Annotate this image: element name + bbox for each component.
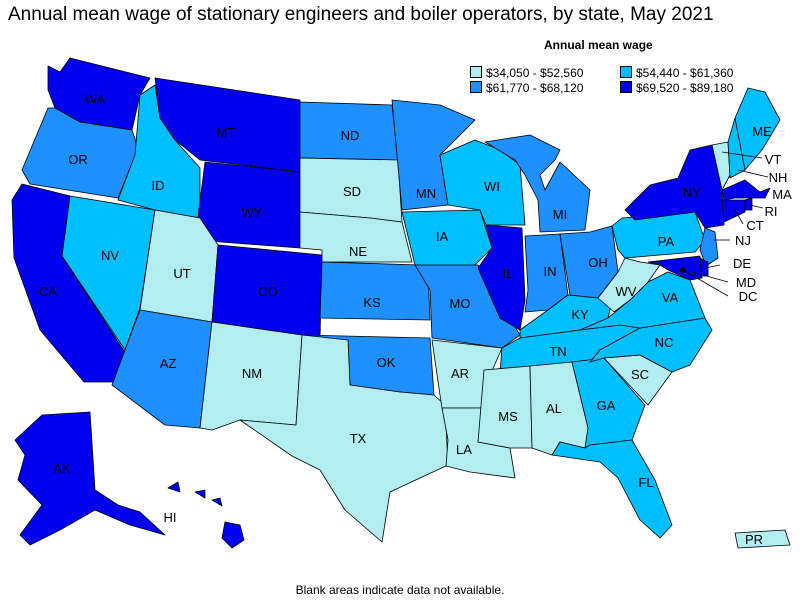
label-NC: NC (655, 335, 674, 350)
label-AR: AR (451, 366, 469, 381)
state-CT[interactable] (721, 199, 746, 223)
state-AK[interactable] (14, 411, 166, 546)
label-NY: NY (683, 185, 701, 200)
label-MN: MN (416, 186, 436, 201)
leader-NH (737, 169, 769, 178)
state-IL[interactable] (477, 224, 526, 331)
state-KS[interactable] (319, 261, 431, 321)
label-WV: WV (616, 284, 637, 299)
label-VT: VT (765, 152, 782, 167)
label-ME: ME (752, 124, 772, 139)
label-MS: MS (498, 409, 518, 424)
state-MD[interactable] (647, 255, 703, 281)
state-NJ[interactable] (699, 227, 719, 267)
label-AZ: AZ (160, 356, 177, 371)
label-KS: KS (363, 295, 381, 310)
legend-item-bin3: $61,770 - $68,120 (470, 81, 583, 95)
label-IL: IL (503, 266, 514, 281)
legend-title: Annual mean wage (544, 38, 653, 52)
label-DC: DC (739, 289, 758, 304)
label-TN: TN (549, 344, 566, 359)
state-VA[interactable] (579, 271, 706, 331)
state-MT[interactable] (154, 77, 301, 173)
legend-item-bin1: $34,050 - $52,560 (470, 66, 583, 80)
state-MI[interactable] (484, 134, 591, 233)
label-CT: CT (746, 218, 763, 233)
label-RI: RI (765, 204, 778, 219)
label-MD: MD (736, 275, 756, 290)
legend-label-bin3: $61,770 - $68,120 (486, 81, 584, 95)
label-ND: ND (341, 128, 360, 143)
leader-DE (704, 264, 721, 269)
state-IA[interactable] (401, 209, 493, 269)
leader-MD (691, 271, 729, 283)
label-MO: MO (450, 296, 471, 311)
label-PR: PR (745, 532, 763, 547)
label-OR: OR (68, 152, 88, 167)
state-FL[interactable] (551, 439, 673, 539)
label-OH: OH (588, 255, 608, 270)
label-NJ: NJ (735, 233, 751, 248)
leader-CT (734, 209, 744, 225)
leader-VT (721, 151, 763, 159)
label-WI: WI (484, 179, 500, 194)
state-ME[interactable] (734, 87, 781, 171)
label-KY: KY (571, 307, 589, 322)
label-IN: IN (544, 264, 557, 279)
legend-item-bin2: $54,440 - $61,360 (620, 66, 733, 80)
state-RI[interactable] (744, 197, 753, 211)
label-CO: CO (258, 284, 278, 299)
state-ID[interactable] (117, 84, 201, 219)
state-labels: WA OR CA NV ID MT WY UT CO AZ NM ND SD N… (39, 92, 792, 547)
label-TX: TX (350, 431, 367, 446)
state-NE[interactable] (299, 211, 413, 263)
label-SC: SC (631, 367, 649, 382)
state-NC[interactable] (589, 317, 713, 373)
state-MS[interactable] (477, 365, 533, 449)
state-MA[interactable] (721, 179, 771, 201)
label-FL: FL (638, 475, 653, 490)
label-NH: NH (769, 170, 788, 185)
state-PR[interactable] (734, 529, 791, 549)
label-LA: LA (456, 442, 472, 457)
legend-item-bin4: $69,520 - $89,180 (620, 81, 733, 95)
label-ID: ID (152, 178, 165, 193)
leader-DC (682, 269, 729, 297)
label-PA: PA (658, 234, 675, 249)
map-title: Annual mean wage of stationary engineers… (8, 4, 714, 25)
label-DE: DE (733, 256, 751, 271)
label-AL: AL (546, 401, 562, 416)
legend-swatch-bin1 (470, 66, 482, 78)
legend-swatch-bin4 (620, 81, 632, 93)
label-NV: NV (101, 248, 119, 263)
label-VA: VA (662, 290, 679, 305)
leader-RI (749, 204, 764, 209)
label-AK: AK (53, 461, 71, 476)
legend-swatch-bin2 (620, 66, 632, 78)
label-WA: WA (85, 92, 106, 107)
label-GA: GA (597, 398, 616, 413)
label-MI: MI (553, 207, 567, 222)
label-HI: HI (164, 510, 177, 525)
legend-swatch-bin3 (470, 81, 482, 93)
label-OK: OK (377, 355, 396, 370)
label-NM: NM (242, 366, 262, 381)
state-WI[interactable] (439, 139, 526, 226)
state-WA[interactable] (47, 57, 151, 131)
label-CA: CA (39, 284, 57, 299)
label-UT: UT (173, 266, 190, 281)
label-SD: SD (343, 184, 361, 199)
label-NE: NE (349, 244, 367, 259)
state-HI[interactable] (167, 481, 245, 549)
footnote: Blank areas indicate data not available. (295, 583, 505, 597)
state-TX[interactable] (239, 334, 449, 543)
legend-label-bin4: $69,520 - $89,180 (636, 81, 734, 95)
label-MA: MA (772, 187, 792, 202)
label-IA: IA (436, 229, 449, 244)
label-WY: WY (242, 205, 263, 220)
legend-label-bin1: $34,050 - $52,560 (486, 66, 584, 80)
label-MT: MT (217, 125, 236, 140)
legend-label-bin2: $54,440 - $61,360 (636, 66, 734, 80)
